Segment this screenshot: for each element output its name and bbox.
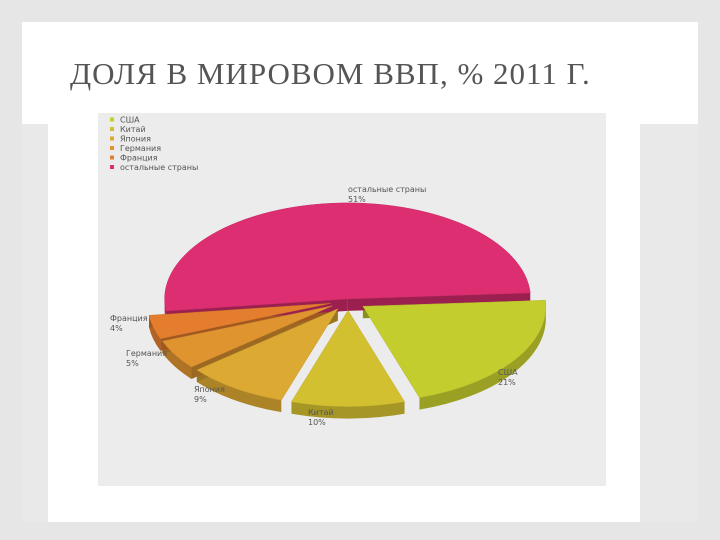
title-band: ДОЛЯ В МИРОВОМ ВВП, % 2011 Г. [22, 22, 698, 124]
slice-5 [164, 202, 531, 312]
slice-label-3: Германия [126, 349, 167, 358]
legend-label-3: Германия [120, 144, 161, 153]
slice-value-4: 4% [110, 324, 123, 333]
slice-label-4: Франция [110, 314, 148, 323]
slice-label-5: остальные страны [348, 185, 426, 194]
slice-side-1-0 [291, 401, 405, 419]
legend-label-5: остальные страны [120, 163, 198, 172]
slice-value-2: 9% [194, 395, 207, 404]
slide-title: ДОЛЯ В МИРОВОМ ВВП, % 2011 Г. [70, 56, 591, 91]
legend-swatch-3 [110, 146, 114, 150]
legend-swatch-5 [110, 165, 114, 169]
slice-value-5: 51% [348, 195, 366, 204]
slice-label-2: Япония [194, 385, 225, 394]
legend-label-2: Япония [120, 135, 151, 144]
legend-swatch-2 [110, 136, 114, 141]
legend-swatch-0 [110, 117, 114, 122]
legend-label-1: Китай [120, 125, 146, 134]
slice-2 [196, 308, 339, 401]
legend-swatch-1 [110, 127, 114, 131]
slice-value-1: 10% [308, 418, 326, 427]
slice-side-0-0 [419, 306, 546, 410]
slice-label-1: Китай [308, 408, 334, 417]
slice-3 [161, 305, 333, 368]
slice-1 [291, 309, 405, 407]
slice-4 [148, 303, 331, 339]
legend-label-4: Франция [120, 154, 158, 163]
legend-label-0: США [120, 116, 140, 125]
chart-area: США Китай Япония Германия Франция остальные с… [98, 113, 606, 486]
slice-0 [362, 300, 547, 398]
pie-tops [148, 202, 547, 407]
slice-label-0: США [498, 368, 518, 377]
slice-side-2-0 [196, 370, 282, 413]
slice-value-0: 21% [498, 378, 516, 387]
slice-value-3: 5% [126, 359, 139, 368]
legend-swatch-4 [110, 155, 114, 160]
